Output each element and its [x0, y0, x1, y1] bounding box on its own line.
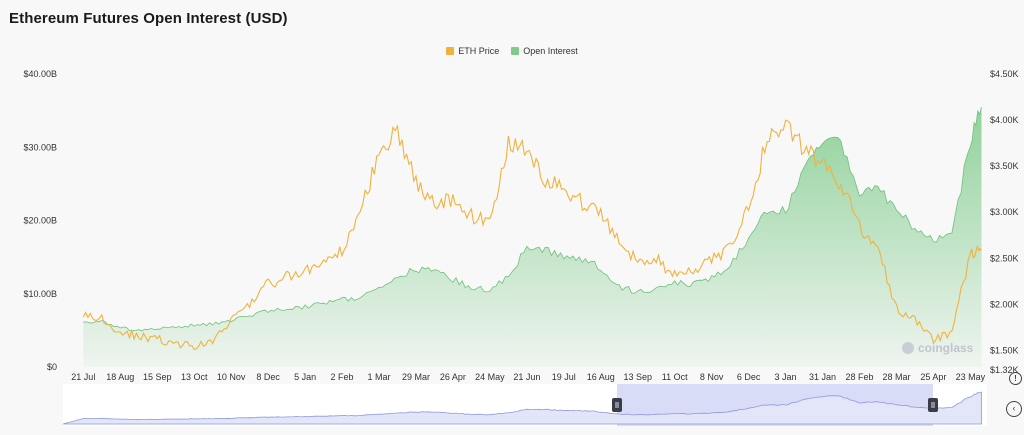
x-tick-label: 16 Aug — [587, 372, 615, 382]
y-left-tick-label: $10.00B — [23, 289, 57, 299]
page-title: Ethereum Futures Open Interest (USD) — [9, 10, 288, 27]
info-icon[interactable]: ! — [1009, 372, 1022, 385]
x-tick-label: 21 Jun — [513, 372, 540, 382]
x-tick-label: 13 Oct — [181, 372, 208, 382]
open-interest-area — [83, 107, 982, 367]
x-tick-label: 2 Feb — [331, 372, 354, 382]
coinglass-watermark: coinglass — [902, 341, 974, 355]
coinglass-logo-icon — [902, 342, 914, 354]
y-left-tick-label: $40.00B — [23, 69, 57, 79]
x-tick-label: 21 Jul — [71, 372, 95, 382]
y-right-tick-label: $2.50K — [990, 253, 1019, 263]
legend-swatch-open-interest — [511, 47, 520, 55]
scroll-left-icon[interactable]: ‹ — [1006, 401, 1022, 417]
y-axis-right: $1.32K $1.50K $2.00K $2.50K $3.00K $3.50K $4.0… — [990, 69, 1019, 375]
x-tick-label: 29 Mar — [402, 372, 430, 382]
x-tick-label: 8 Dec — [256, 372, 280, 382]
chart-legend: ETH Price Open Interest — [0, 46, 1024, 56]
navigator-handle-left[interactable] — [612, 398, 622, 412]
y-right-tick-label: $1.50K — [990, 345, 1019, 355]
y-left-tick-label: $30.00B — [23, 142, 57, 152]
legend-label-eth-price: ETH Price — [458, 46, 500, 56]
x-tick-label: 26 Apr — [440, 372, 466, 382]
y-right-tick-label: $4.00K — [990, 115, 1019, 125]
y-right-tick-label: $3.50K — [990, 161, 1019, 171]
y-right-tick-label: $1.32K — [990, 365, 1019, 375]
y-left-tick-label: $20.00B — [23, 216, 57, 226]
legend-item-open-interest[interactable]: Open Interest — [511, 46, 578, 56]
x-tick-label: 31 Jan — [809, 372, 836, 382]
x-tick-label: 28 Feb — [845, 372, 873, 382]
legend-item-eth-price[interactable]: ETH Price — [446, 46, 499, 56]
x-tick-label: 10 Nov — [217, 372, 246, 382]
navigator-handle-right[interactable] — [928, 398, 938, 412]
x-tick-label: 18 Aug — [106, 372, 134, 382]
open-interest-line — [83, 106, 982, 332]
x-tick-label: 25 Apr — [920, 372, 946, 382]
x-tick-label: 11 Oct — [662, 372, 688, 382]
x-tick-label: 1 Mar — [368, 372, 391, 382]
y-right-tick-label: $4.50K — [990, 69, 1019, 79]
y-axis-left: $0 $10.00B $20.00B $30.00B $40.00B — [23, 69, 57, 372]
y-right-tick-label: $2.00K — [990, 299, 1019, 309]
x-tick-label: 15 Sep — [143, 372, 172, 382]
y-right-tick-label: $3.00K — [990, 207, 1019, 217]
x-tick-label: 19 Jul — [552, 372, 576, 382]
x-tick-label: 3 Jan — [775, 372, 797, 382]
x-tick-label: 8 Nov — [700, 372, 724, 382]
eth-price-line — [82, 119, 982, 351]
x-tick-label: 6 Dec — [737, 372, 761, 382]
x-tick-label: 13 Sep — [623, 372, 652, 382]
navigator-area — [62, 391, 982, 425]
legend-swatch-eth-price — [446, 47, 455, 55]
x-tick-label: 24 May — [475, 372, 505, 382]
legend-label-open-interest: Open Interest — [523, 46, 578, 56]
x-tick-label: 5 Jan — [294, 372, 316, 382]
watermark-text: coinglass — [918, 341, 974, 355]
y-left-tick-label: $0 — [47, 362, 57, 372]
x-tick-label: 28 Mar — [882, 372, 910, 382]
x-axis: 21 Jul 18 Aug 15 Sep 13 Oct 10 Nov 8 Dec 5 Jan… — [71, 372, 985, 382]
x-tick-label: 23 May — [956, 372, 986, 382]
